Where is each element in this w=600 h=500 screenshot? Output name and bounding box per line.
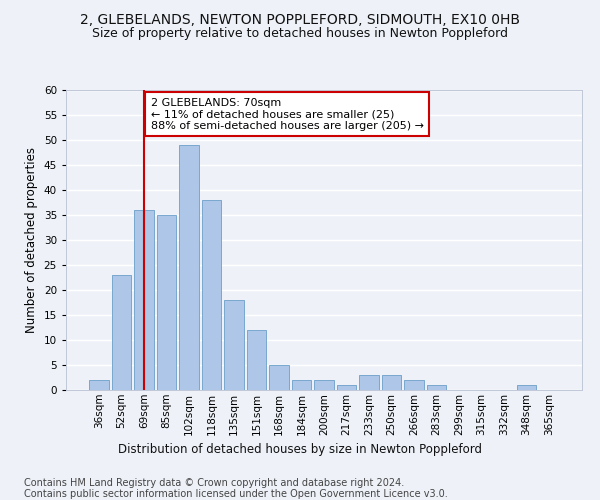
- Text: 2, GLEBELANDS, NEWTON POPPLEFORD, SIDMOUTH, EX10 0HB: 2, GLEBELANDS, NEWTON POPPLEFORD, SIDMOU…: [80, 12, 520, 26]
- Bar: [247, 330, 266, 390]
- Bar: [382, 375, 401, 390]
- Bar: [359, 375, 379, 390]
- Bar: [224, 300, 244, 390]
- Bar: [89, 380, 109, 390]
- Text: Contains HM Land Registry data © Crown copyright and database right 2024.: Contains HM Land Registry data © Crown c…: [24, 478, 404, 488]
- Bar: [179, 145, 199, 390]
- Text: 2 GLEBELANDS: 70sqm
← 11% of detached houses are smaller (25)
88% of semi-detach: 2 GLEBELANDS: 70sqm ← 11% of detached ho…: [151, 98, 424, 130]
- Bar: [427, 385, 446, 390]
- Bar: [112, 275, 131, 390]
- Bar: [269, 365, 289, 390]
- Text: Distribution of detached houses by size in Newton Poppleford: Distribution of detached houses by size …: [118, 442, 482, 456]
- Bar: [517, 385, 536, 390]
- Text: Contains public sector information licensed under the Open Government Licence v3: Contains public sector information licen…: [24, 489, 448, 499]
- Bar: [337, 385, 356, 390]
- Y-axis label: Number of detached properties: Number of detached properties: [25, 147, 38, 333]
- Bar: [404, 380, 424, 390]
- Bar: [292, 380, 311, 390]
- Bar: [314, 380, 334, 390]
- Bar: [202, 200, 221, 390]
- Bar: [134, 210, 154, 390]
- Text: Size of property relative to detached houses in Newton Poppleford: Size of property relative to detached ho…: [92, 28, 508, 40]
- Bar: [157, 215, 176, 390]
